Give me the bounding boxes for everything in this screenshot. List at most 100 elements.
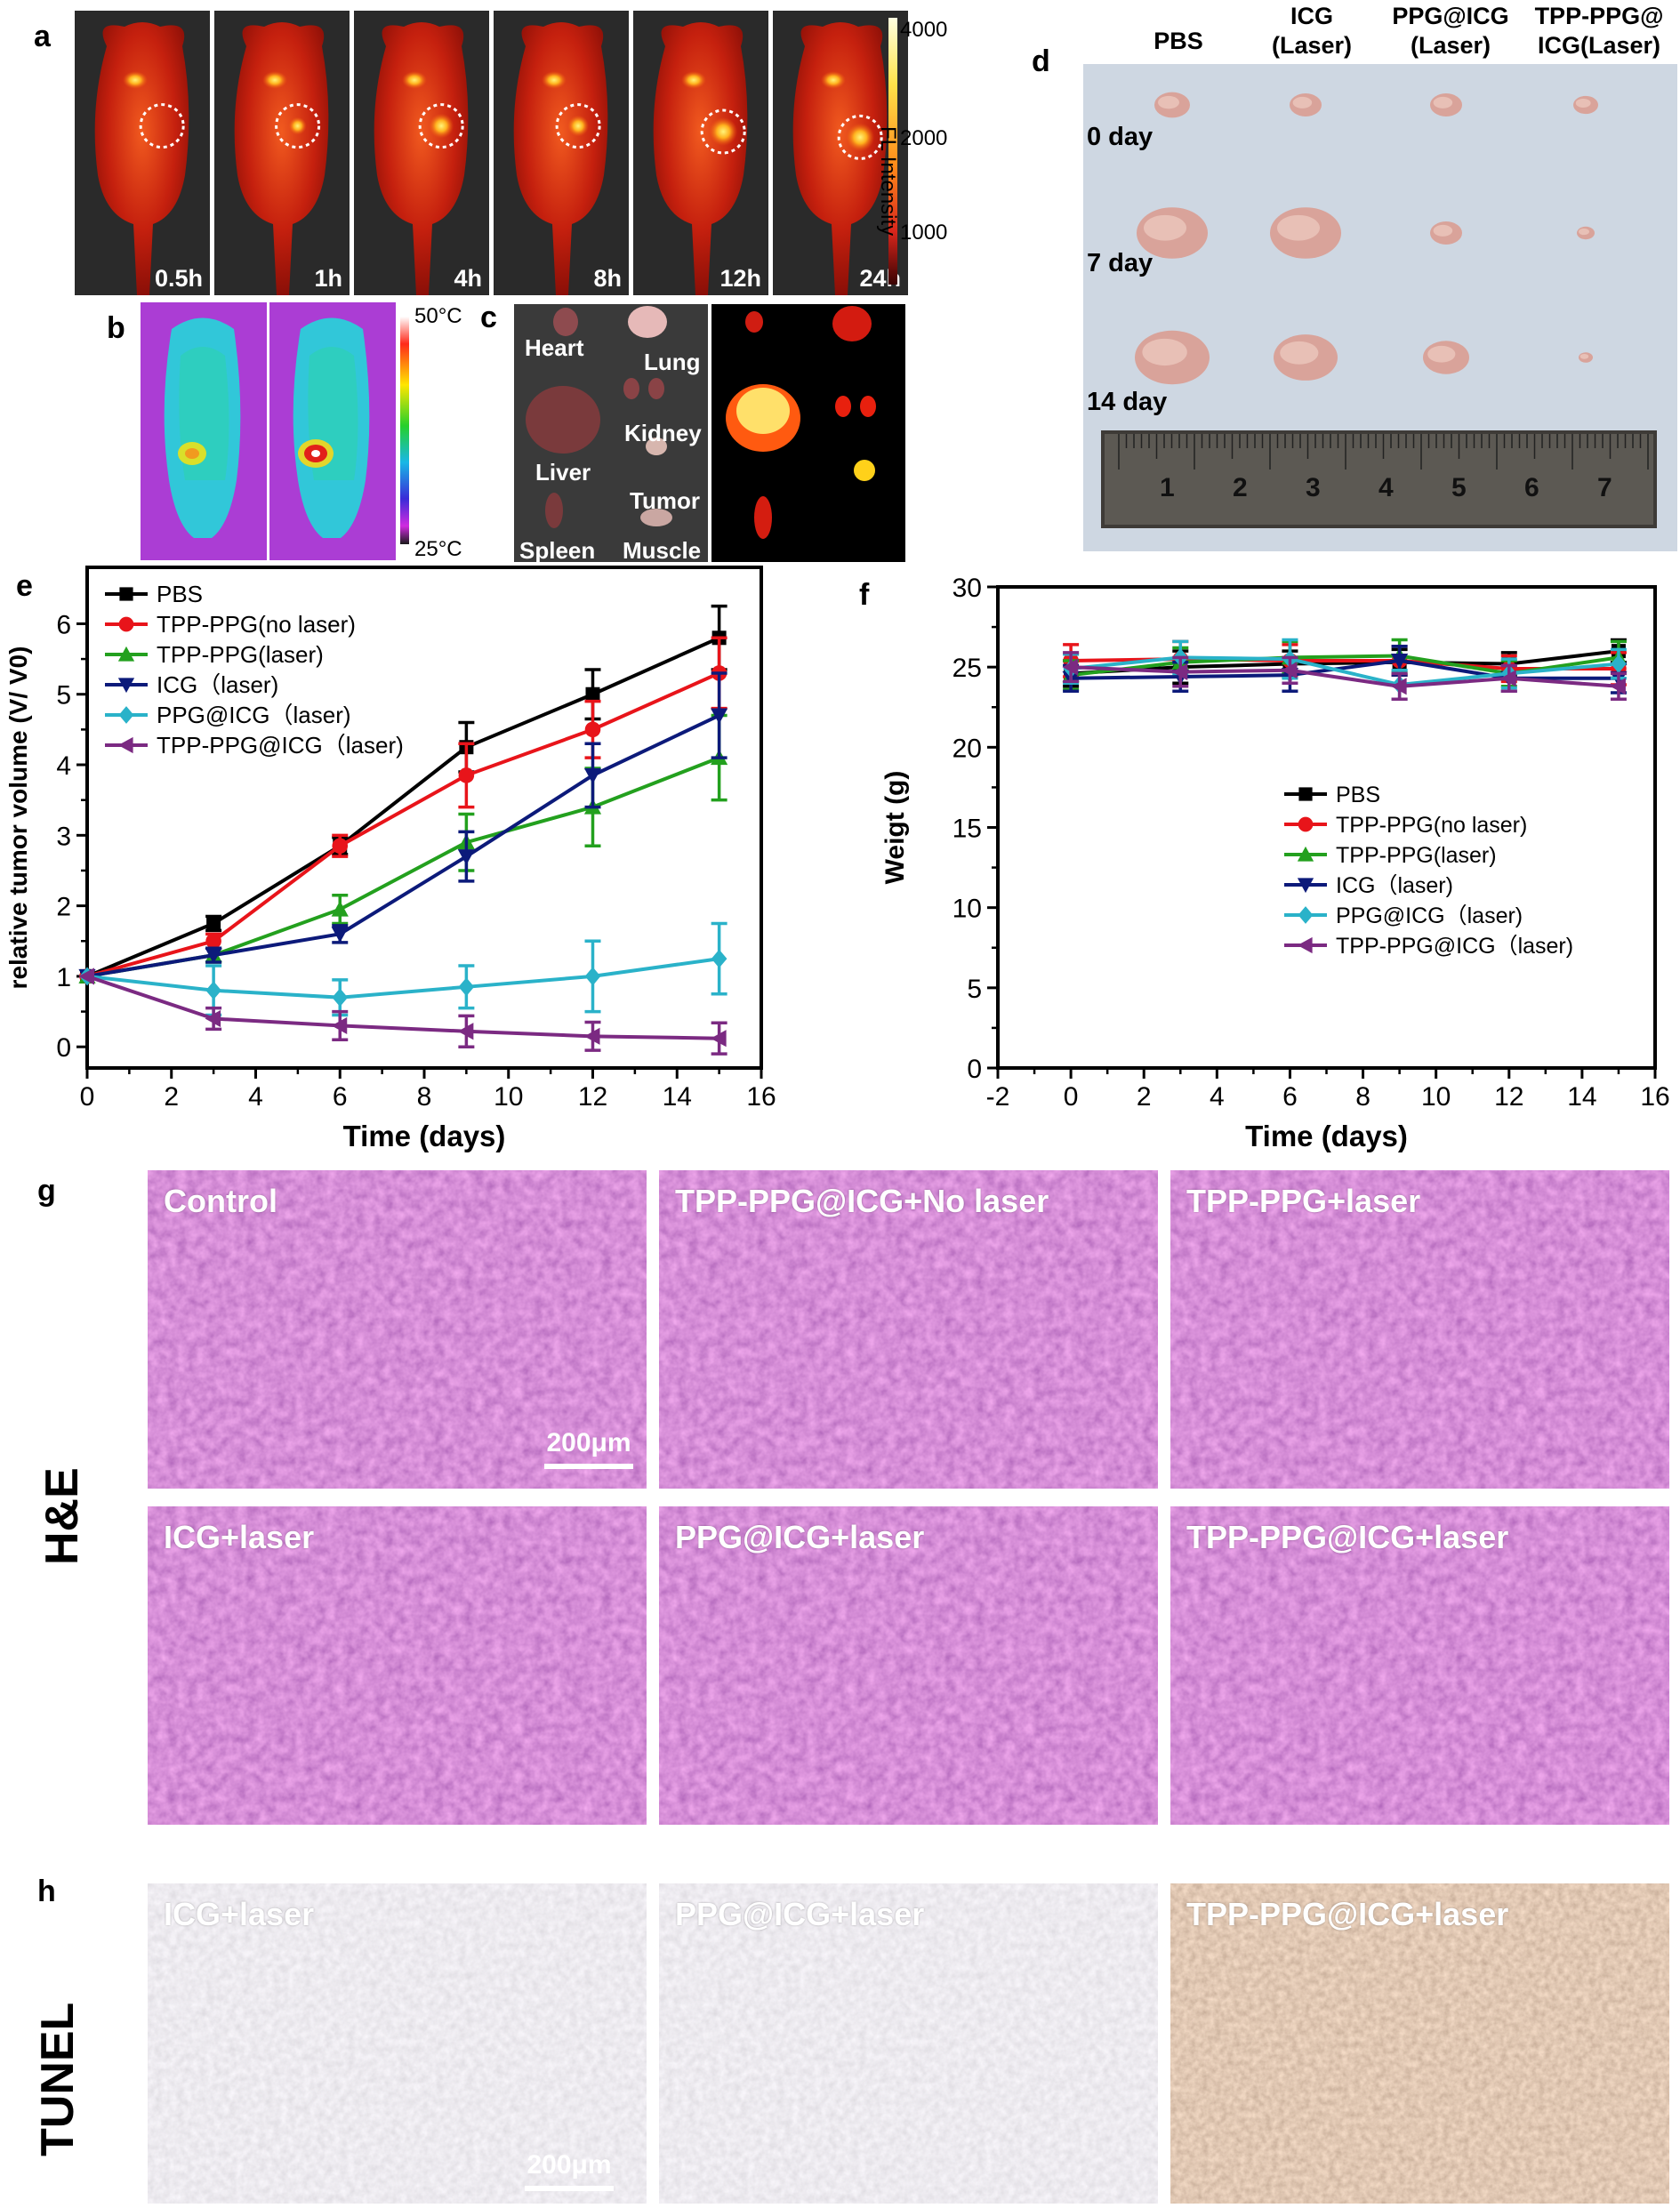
panel-a-fluorescence-images: 0.5h 1h 4h 8h 12h 24h — [75, 11, 908, 295]
panel-d-tumor-photo: 1 2 3 4 5 6 7 — [1083, 64, 1677, 551]
tumor-signal — [846, 123, 875, 152]
data-point — [1298, 906, 1314, 924]
data-point — [331, 1016, 348, 1035]
y-tick-label: 3 — [56, 822, 71, 851]
data-point — [332, 988, 349, 1008]
tumor-row-7day: 7 day — [1087, 249, 1153, 277]
series-3 — [78, 671, 728, 985]
tumor-row-0day: 0 day — [1087, 123, 1153, 151]
tumor-circle — [418, 103, 464, 149]
data-point — [117, 646, 135, 662]
data-point — [711, 1030, 727, 1048]
fluorescence-frame: 4h — [354, 11, 489, 295]
fl-colorbar — [888, 18, 897, 285]
tunel-tile: PPG@ICG+laser — [659, 1883, 1158, 2204]
x-tick-label: 16 — [746, 1082, 776, 1112]
series-line — [1071, 665, 1620, 688]
data-point — [1297, 846, 1314, 862]
data-point — [1610, 678, 1626, 695]
legend-entry: PBS — [157, 581, 203, 607]
y-axis-label: relative tumor volume (V/ V0) — [4, 646, 32, 990]
fluorescence-frame: 0.5h — [75, 11, 210, 295]
data-point — [205, 948, 222, 964]
panel-a-colorbar-ticks: 4000 2000 1000 — [900, 18, 953, 249]
data-point — [457, 1023, 474, 1040]
ruler-tick-label: 5 — [1451, 473, 1467, 502]
x-tick-label: 10 — [1421, 1082, 1451, 1112]
data-point — [1171, 662, 1188, 681]
tumor-signal — [567, 115, 590, 137]
organ-label-lung: Lung — [644, 349, 701, 375]
fluorescence-frame: 1h — [214, 11, 350, 295]
data-point — [584, 967, 601, 986]
tunel-tile-label: ICG+laser — [164, 1896, 315, 1932]
scale-bar-line — [525, 2186, 614, 2191]
tumor-circle — [837, 114, 883, 160]
tunel-tile-label: TPP-PPG@ICG+laser — [1186, 1896, 1509, 1932]
series-line — [86, 975, 719, 1040]
y-axis-label: Weigt (g) — [880, 771, 910, 885]
he-scale-bar: 200μm — [544, 1428, 633, 1469]
organ-label-spleen: Spleen — [519, 537, 596, 564]
tumor-column-pbs: PBS — [1153, 28, 1203, 54]
legend-entry: TPP-PPG@ICG（laser) — [157, 732, 404, 759]
y-tick-label: 10 — [953, 895, 982, 924]
tumor-circle — [555, 103, 601, 149]
data-point — [78, 968, 94, 985]
panel-label-a: a — [34, 20, 51, 53]
series-line — [86, 957, 719, 1000]
legend: PBS TPP-PPG(no laser) TPP-PPG(laser) ICG（la… — [1284, 783, 1573, 959]
he-tile: TPP-PPG+laser — [1170, 1170, 1669, 1489]
data-point — [332, 838, 349, 855]
tunel-tile-label: PPG@ICG+laser — [675, 1896, 925, 1932]
he-texture — [148, 1506, 647, 1825]
colorbar-title: FL Intensity — [876, 126, 900, 237]
y-tick-label: 6 — [56, 610, 71, 639]
head-signal — [821, 71, 846, 89]
x-tick-label: 14 — [663, 1082, 692, 1112]
legend-entry: ICG（laser) — [157, 671, 278, 698]
tunel-texture — [1170, 1883, 1669, 2204]
tunel-side-label: TUNEL — [32, 2002, 84, 2156]
y-tick-label: 5 — [967, 975, 982, 1004]
tumor-signal — [709, 117, 738, 146]
x-axis-label: Time (days) — [343, 1120, 506, 1152]
x-tick-label: 2 — [1137, 1082, 1152, 1112]
colorbar-tick: 2000 — [900, 126, 948, 150]
he-tile: PPG@ICG+laser — [659, 1506, 1158, 1825]
panel-b-thermal-images — [141, 302, 409, 560]
data-point — [1297, 878, 1314, 894]
scale-bar-label: 200μm — [527, 2150, 612, 2180]
scale-bar-label: 200μm — [546, 1428, 631, 1457]
x-tick-label: -2 — [986, 1082, 1010, 1112]
organ-label-tumor: Tumor — [630, 487, 700, 514]
thermal-frame — [269, 302, 396, 560]
data-point — [331, 927, 349, 943]
organ-label-liver: Liver — [535, 459, 591, 486]
y-tick-label: 25 — [953, 654, 982, 683]
time-label: 8h — [593, 265, 622, 292]
x-tick-label: 0 — [80, 1082, 95, 1112]
head-signal — [542, 71, 567, 89]
he-tile: Control 200μm — [148, 1170, 647, 1489]
legend-entry: PBS — [1336, 783, 1380, 807]
ruler-tick-label: 2 — [1233, 473, 1248, 502]
ruler-tick-label: 4 — [1379, 473, 1394, 502]
thermal-colorbar — [400, 317, 409, 544]
legend-entry: PPG@ICG（laser) — [157, 702, 351, 728]
x-tick-label: 8 — [1355, 1082, 1371, 1112]
he-grid: Control 200μm TPP-PPG@ICG+No laser TPP-PPG+… — [148, 1170, 1680, 1827]
he-tile-label: PPG@ICG+laser — [675, 1519, 925, 1555]
panel-label-c: c — [480, 301, 497, 334]
tumor-signal — [429, 113, 454, 139]
tunel-scale-bar: 200μm — [525, 2150, 614, 2191]
colorbar-tick: 4000 — [900, 18, 948, 42]
panel-label-e: e — [16, 569, 33, 603]
x-tick-label: 2 — [164, 1082, 179, 1112]
series-line — [86, 713, 720, 978]
data-point — [457, 849, 475, 865]
tumor-signal — [288, 116, 307, 135]
he-texture — [1170, 1506, 1669, 1825]
panel-label-g: g — [37, 1174, 56, 1208]
